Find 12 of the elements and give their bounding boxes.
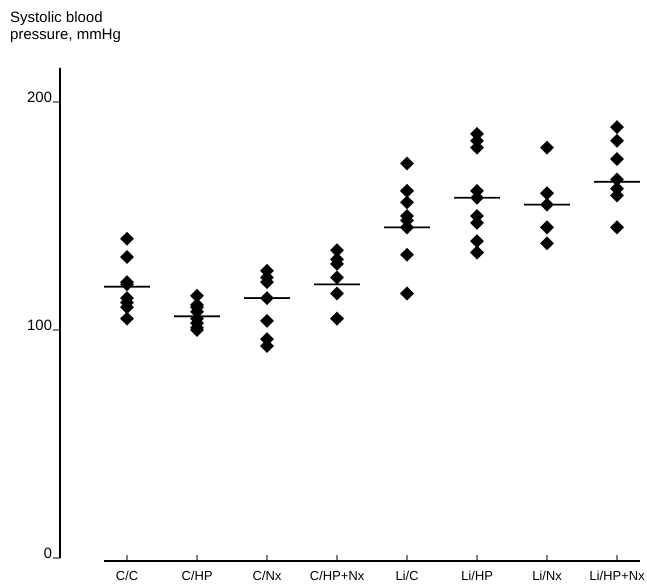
y-tick-label: 100 [26, 317, 52, 334]
x-tick-label: C/Nx [252, 568, 282, 583]
x-tick-label: C/C [116, 568, 138, 583]
x-tick-label: Li/HP+Nx [589, 568, 646, 583]
x-tick-label: Li/HP [461, 568, 493, 583]
x-tick-label: C/HP+Nx [310, 568, 365, 583]
x-tick-label: C/HP [181, 568, 213, 583]
x-tick-label: Li/C [395, 568, 419, 583]
y-axis-title: Systolic blood pressure, mmHg [10, 9, 121, 43]
y-tick-label: 0 [44, 545, 52, 562]
x-tick-label: Li/Nx [532, 568, 562, 583]
y-tick-label: 200 [26, 89, 52, 106]
